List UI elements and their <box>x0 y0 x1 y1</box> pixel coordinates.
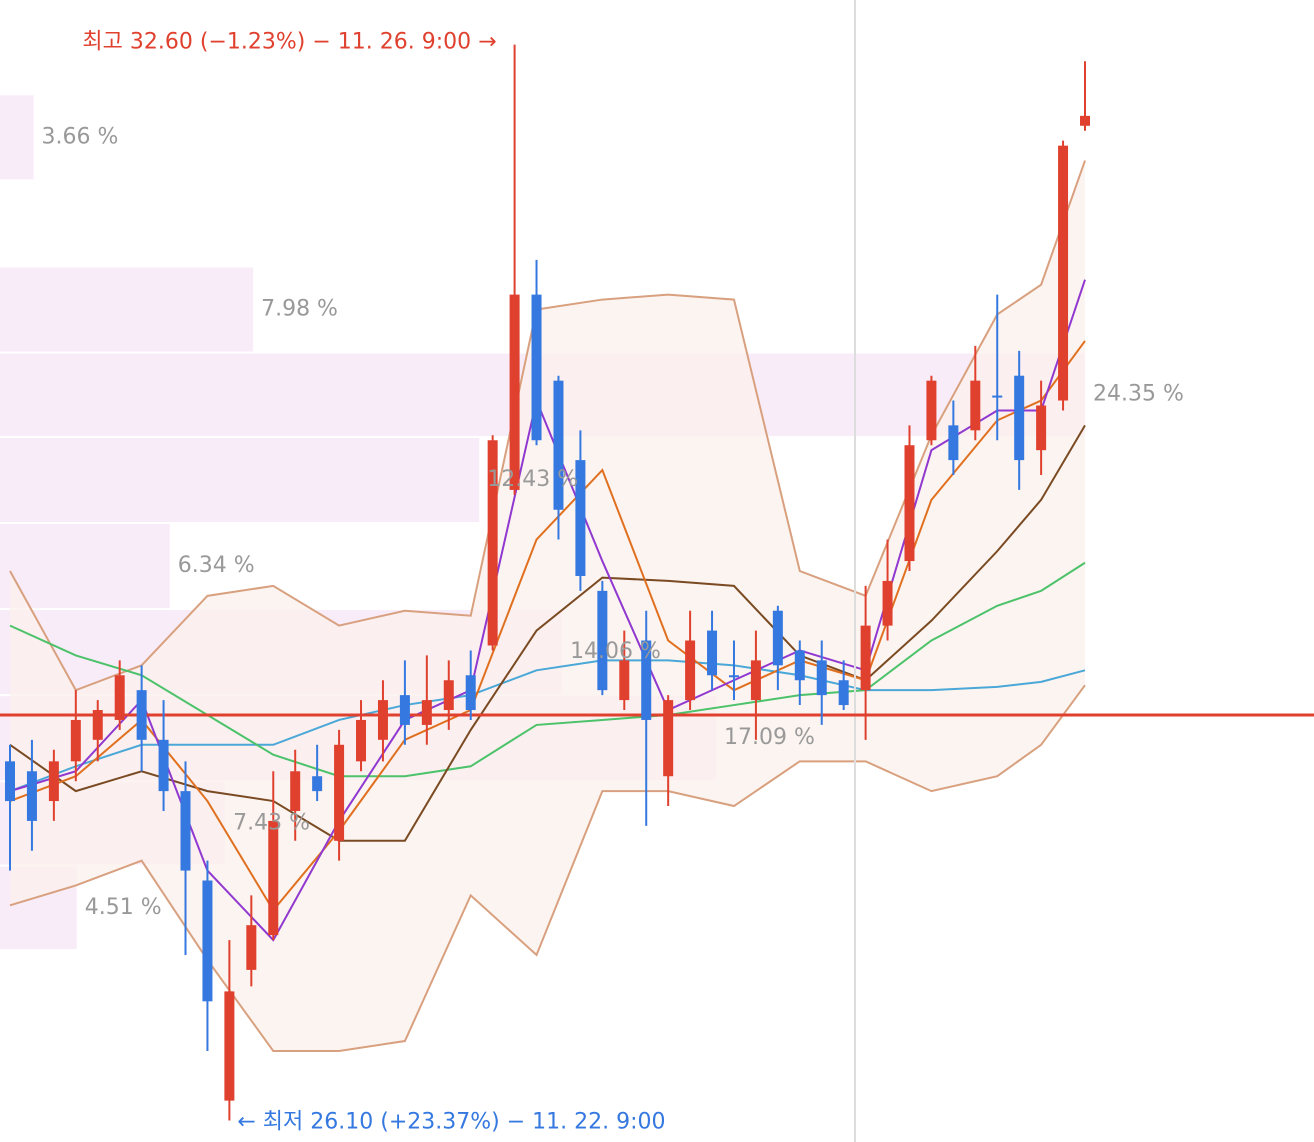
profile-bar <box>0 524 170 609</box>
candle-body <box>48 761 59 802</box>
candle-body <box>377 700 388 740</box>
candle-body <box>334 744 345 841</box>
candle-body <box>26 771 37 821</box>
candle-body <box>509 294 520 490</box>
candle-body <box>246 925 257 970</box>
candle-body <box>838 680 849 706</box>
candle-body <box>5 761 15 802</box>
candle-body <box>948 425 959 461</box>
profile-label: 7.43 % <box>233 810 310 835</box>
candle-body <box>750 660 761 701</box>
profile-label: 4.51 % <box>85 895 162 920</box>
candle-body <box>1036 405 1047 451</box>
candle-body <box>926 380 937 441</box>
profile-bar <box>0 267 254 352</box>
candle-body <box>224 991 235 1101</box>
profile-label: 24.35 % <box>1093 382 1184 407</box>
candle-body <box>663 700 674 777</box>
candle-body <box>685 640 696 701</box>
candle-body <box>268 820 279 936</box>
candle-body <box>1080 115 1090 126</box>
candle-body <box>992 395 1003 398</box>
candle-body <box>421 700 432 725</box>
candle-body <box>904 445 915 562</box>
candle-body <box>312 776 323 792</box>
profile-bar <box>0 95 34 180</box>
candle-body <box>136 690 147 740</box>
candle-body <box>114 675 125 720</box>
candle-body <box>597 590 608 691</box>
candle-body <box>487 440 498 646</box>
candle-body <box>399 695 410 725</box>
candle-body <box>860 625 871 691</box>
candle-body <box>794 650 805 681</box>
candle-body <box>1014 375 1025 461</box>
candle-body <box>202 880 213 1002</box>
candle-body <box>641 640 652 720</box>
profile-label: 17.09 % <box>724 725 815 750</box>
profile-label: 12.43 % <box>487 467 578 492</box>
candle-body <box>356 719 367 762</box>
overlay-line <box>9 684 1086 1052</box>
candle-body <box>619 660 630 701</box>
profile-label: 6.34 % <box>178 553 255 578</box>
overlay-line <box>9 279 1086 942</box>
low-annotation: ← 최저 26.10 (+23.37%) − 11. 22. 9:00 <box>237 1109 665 1134</box>
candle-body <box>70 719 81 762</box>
candle-body <box>772 610 783 666</box>
overlay-line <box>9 659 1086 793</box>
overlay-line <box>9 340 1086 913</box>
overlay-line <box>9 160 1086 692</box>
profile-label: 7.98 % <box>261 296 338 321</box>
band-fill <box>10 160 1085 1051</box>
candle-body <box>575 460 586 576</box>
candle-body <box>728 675 739 678</box>
candle-body <box>465 675 476 711</box>
candle-body <box>553 380 564 510</box>
candle-body <box>970 380 981 431</box>
candle-body <box>290 771 301 811</box>
candle-body <box>531 294 542 441</box>
candle-body <box>816 660 827 696</box>
high-annotation: 최고 32.60 (−1.23%) − 11. 26. 9:00 → <box>82 30 496 55</box>
candle-body <box>707 630 718 676</box>
overlay-line <box>9 561 1086 778</box>
candle-body <box>92 710 103 740</box>
candle-body <box>158 739 169 792</box>
profile-label: 14.06 % <box>570 639 661 664</box>
profile-bar <box>0 437 480 523</box>
profile-label: 3.66 % <box>42 124 119 149</box>
candle-body <box>443 680 454 711</box>
candle-body <box>180 791 191 871</box>
candle-body <box>1058 145 1069 401</box>
candle-body <box>882 580 893 626</box>
